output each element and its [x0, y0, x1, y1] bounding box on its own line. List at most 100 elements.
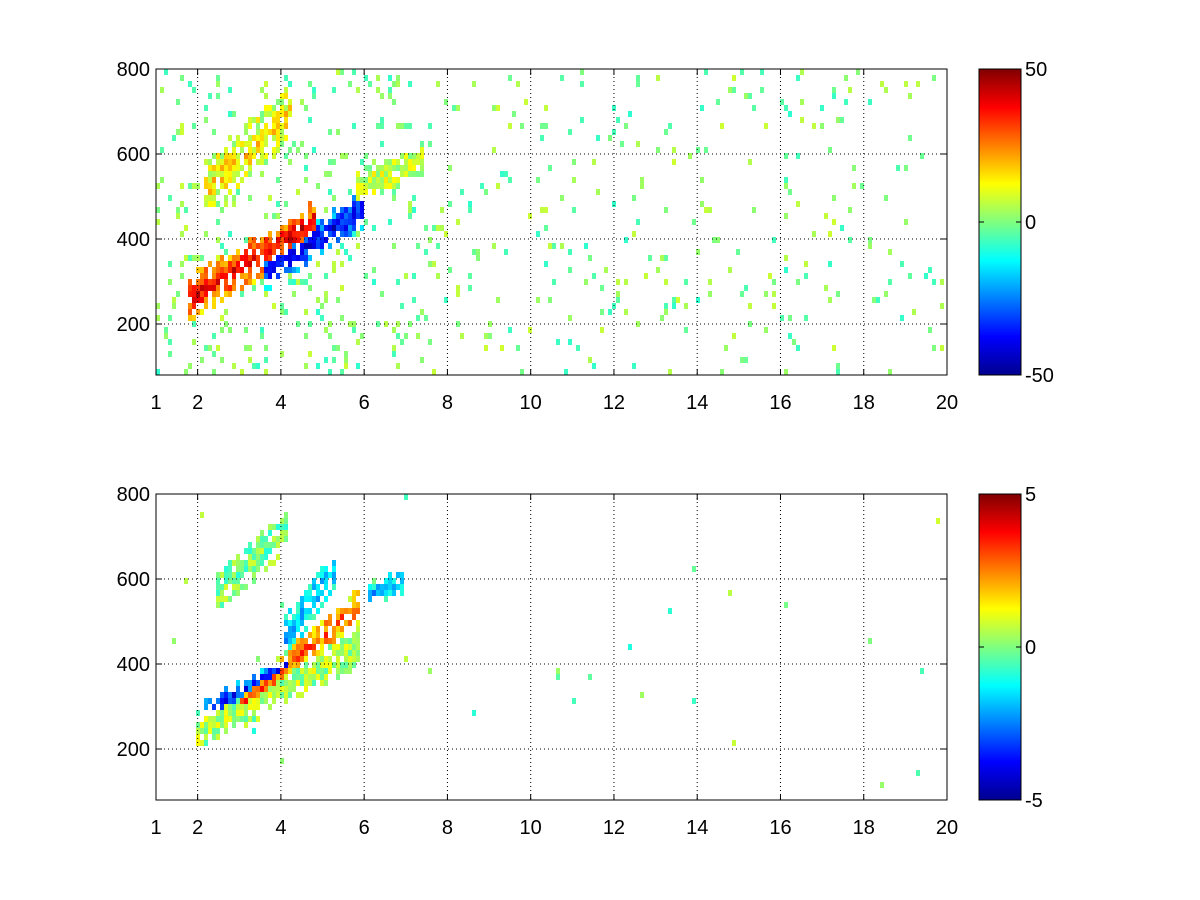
heatmap-cell: [312, 584, 316, 590]
heatmap-cell: [700, 177, 704, 183]
heatmap-cell: [264, 135, 268, 141]
heatmap-cell: [476, 249, 480, 255]
heatmap-cell: [220, 692, 224, 698]
heatmap-cell: [852, 165, 856, 171]
heatmap-cell: [260, 135, 264, 141]
heatmap-cell: [300, 225, 304, 231]
heatmap-cell: [884, 87, 888, 93]
heatmap-cell: [240, 566, 244, 572]
heatmap-cell: [252, 692, 256, 698]
heatmap-cell: [288, 231, 292, 237]
heatmap-cell: [324, 632, 328, 638]
heatmap-cell: [436, 243, 440, 249]
heatmap-cell: [344, 153, 348, 159]
heatmap-cell: [212, 728, 216, 734]
heatmap-cell: [328, 614, 332, 620]
heatmap-cell: [400, 303, 404, 309]
heatmap-cell: [276, 237, 280, 243]
heatmap-cell: [700, 105, 704, 111]
heatmap-cell: [236, 159, 240, 165]
heatmap-cell: [276, 255, 280, 261]
heatmap-cell: [292, 620, 296, 626]
heatmap-cell: [208, 285, 212, 291]
heatmap-cell: [236, 704, 240, 710]
heatmap-cell: [324, 668, 328, 674]
heatmap-cell: [412, 297, 416, 303]
heatmap-cell: [356, 201, 360, 207]
heatmap-cell: [732, 87, 736, 93]
heatmap-cell: [284, 255, 288, 261]
heatmap-cell: [616, 117, 620, 123]
heatmap-cell: [340, 207, 344, 213]
heatmap-cell: [352, 195, 356, 201]
heatmap-cell: [232, 285, 236, 291]
heatmap-cell: [200, 297, 204, 303]
tick-marks: [155, 68, 948, 375]
heatmap-cell: [332, 584, 336, 590]
heatmap-cell: [252, 237, 256, 243]
heatmap-cell: [264, 369, 268, 375]
heatmap-cell: [784, 602, 788, 608]
heatmap-cell: [224, 722, 228, 728]
heatmap-cell: [272, 213, 276, 219]
heatmap-cell: [256, 692, 260, 698]
heatmap-cell: [388, 171, 392, 177]
heatmap-cell: [796, 279, 800, 285]
heatmap-cell: [280, 686, 284, 692]
heatmap-cell: [304, 243, 308, 249]
heatmap-cell: [216, 279, 220, 285]
heatmap-cell: [272, 135, 276, 141]
heatmap-cell: [304, 177, 308, 183]
heatmap-cell: [352, 602, 356, 608]
heatmap-cell: [332, 345, 336, 351]
heatmap-cell: [688, 153, 692, 159]
heatmap-cell: [600, 309, 604, 315]
heatmap-cell: [320, 644, 324, 650]
heatmap-cell: [400, 171, 404, 177]
heatmap-cell: [308, 644, 312, 650]
heatmap-cell: [352, 650, 356, 656]
heatmap-cell: [400, 578, 404, 584]
heatmap-cell: [228, 291, 232, 297]
heatmap-cell: [264, 566, 268, 572]
heatmap-cell: [264, 261, 268, 267]
heatmap-cell: [332, 231, 336, 237]
heatmap-cell: [372, 578, 376, 584]
heatmap-cell: [316, 363, 320, 369]
heatmap-cell: [264, 111, 268, 117]
heatmap-cell: [180, 231, 184, 237]
heatmap-cell: [392, 183, 396, 189]
heatmap-cell: [500, 345, 504, 351]
heatmap-cell: [788, 189, 792, 195]
heatmap-cell: [332, 267, 336, 273]
heatmap-cell: [352, 219, 356, 225]
heatmap-cell: [332, 261, 336, 267]
heatmap-cell: [224, 171, 228, 177]
heatmap-cell: [256, 117, 260, 123]
heatmap-cell: [260, 698, 264, 704]
heatmap-cell: [256, 261, 260, 267]
heatmap-cell: [264, 285, 268, 291]
heatmap-cell: [208, 279, 212, 285]
heatmap-cell: [320, 662, 324, 668]
heatmap-cell: [408, 321, 412, 327]
heatmap-cell: [200, 291, 204, 297]
heatmap-cell: [384, 578, 388, 584]
heatmap-cell: [568, 315, 572, 321]
heatmap-cell: [304, 333, 308, 339]
heatmap-cell: [260, 129, 264, 135]
heatmap-cell: [340, 69, 344, 75]
x-tick-label: 4: [275, 817, 286, 839]
heatmap-cell: [224, 195, 228, 201]
heatmap-cell: [240, 710, 244, 716]
heatmap-cell: [392, 99, 396, 105]
heatmap-cell: [600, 327, 604, 333]
heatmap-cell: [256, 536, 260, 542]
heatmap-cell: [760, 69, 764, 75]
heatmap-cell: [428, 123, 432, 129]
heatmap-cell: [608, 309, 612, 315]
heatmap-cell: [324, 626, 328, 632]
heatmap-cell: [324, 291, 328, 297]
heatmap-cell: [284, 692, 288, 698]
heatmap-cell: [304, 638, 308, 644]
